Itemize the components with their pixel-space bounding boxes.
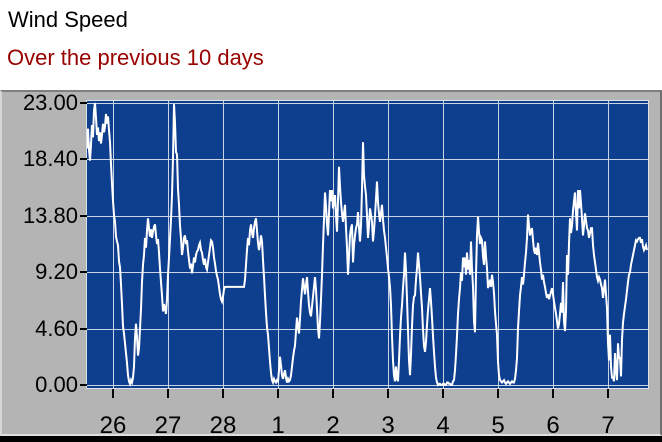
y-axis-tick xyxy=(80,158,87,161)
x-axis-label: 1 xyxy=(271,412,285,439)
wind-speed-graph xyxy=(87,101,648,388)
x-axis-label: 28 xyxy=(209,412,237,439)
y-axis-label: 18.40 xyxy=(22,146,78,172)
chart-panel: 23.00 18.40 13.80 9.20 4.60 0.00 26 27 28 1 2 3 4 5 6 7 xyxy=(0,90,662,439)
x-axis-tick xyxy=(167,389,169,398)
x-axis-tick xyxy=(222,389,224,398)
x-axis-label: 4 xyxy=(436,412,450,439)
y-axis-tick xyxy=(80,327,87,330)
page-subtitle: Over the previous 10 days xyxy=(7,45,264,70)
x-axis-tick xyxy=(332,389,334,398)
x-axis-tick xyxy=(112,389,114,398)
y-axis-label: 13.80 xyxy=(22,202,78,228)
y-axis-tick xyxy=(80,102,87,104)
y-axis-tick xyxy=(80,214,87,217)
x-axis-tick xyxy=(607,389,609,398)
x-axis-label: 7 xyxy=(601,412,615,439)
plot-area[interactable] xyxy=(86,100,649,389)
y-axis-label: 4.60 xyxy=(35,315,78,341)
y-axis-label: 23.00 xyxy=(22,90,78,115)
y-axis-label: 9.20 xyxy=(35,259,78,285)
x-axis-tick xyxy=(442,389,444,398)
x-axis-tick xyxy=(497,389,499,398)
y-axis-label: 0.00 xyxy=(35,372,78,397)
x-axis-tick xyxy=(277,389,279,398)
x-axis-tick xyxy=(552,389,554,398)
x-axis-label: 26 xyxy=(99,412,127,439)
x-axis-label: 3 xyxy=(381,412,395,439)
x-axis-label: 5 xyxy=(491,412,505,439)
x-axis-label: 6 xyxy=(546,412,560,439)
page-title: Wind Speed xyxy=(8,7,128,32)
x-axis-label: 27 xyxy=(154,412,182,439)
x-axis-tick xyxy=(387,389,389,398)
chart-header: Wind Speed Over the previous 10 days xyxy=(0,0,662,90)
x-axis-label: 2 xyxy=(326,412,340,439)
y-axis-tick xyxy=(80,384,87,386)
series-line-wind-speed xyxy=(87,102,648,387)
y-axis-tick xyxy=(80,271,87,274)
